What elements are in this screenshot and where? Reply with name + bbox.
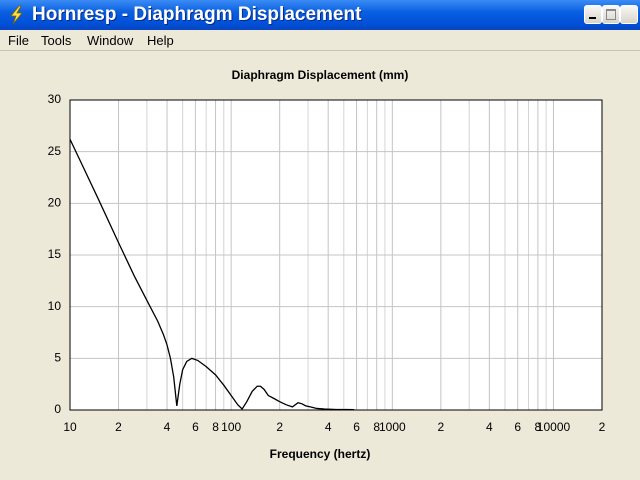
app-icon bbox=[10, 5, 23, 25]
y-tick-label: 25 bbox=[48, 144, 62, 158]
x-tick-label: 6 bbox=[353, 420, 360, 434]
x-tick-label: 6 bbox=[192, 420, 199, 434]
y-tick-label: 30 bbox=[48, 92, 62, 106]
y-tick-label: 5 bbox=[54, 351, 61, 365]
x-tick-label: 6 bbox=[514, 420, 521, 434]
x-tick-label: 8 bbox=[535, 420, 542, 434]
y-tick-label: 15 bbox=[48, 247, 62, 261]
x-tick-label: 2 bbox=[115, 420, 122, 434]
data-line bbox=[69, 138, 355, 411]
x-tick-label: 4 bbox=[325, 420, 332, 434]
y-tick-label: 10 bbox=[48, 299, 62, 313]
close-button[interactable] bbox=[620, 5, 638, 24]
menu-item[interactable]: File bbox=[8, 33, 29, 48]
minimize-button[interactable] bbox=[584, 5, 602, 24]
x-tick-label: 100 bbox=[221, 420, 241, 434]
menu-item[interactable]: Window bbox=[87, 33, 134, 48]
x-tick-label: 8 bbox=[373, 420, 380, 434]
x-tick-label: 8 bbox=[212, 420, 219, 434]
x-tick-label: 2 bbox=[276, 420, 283, 434]
x-tick-label: 1000 bbox=[379, 420, 406, 434]
x-tick-label: 10000 bbox=[537, 420, 571, 434]
title-bar: Hornresp - Diaphragm Displacement bbox=[0, 0, 640, 30]
chart: Diaphragm Displacement (mm) Frequency (h… bbox=[48, 68, 606, 461]
menu-item[interactable]: Help bbox=[147, 33, 174, 48]
y-tick-label: 20 bbox=[48, 196, 62, 210]
window-title: Hornresp - Diaphragm Displacement bbox=[32, 4, 362, 25]
x-tick-label: 10 bbox=[63, 420, 77, 434]
x-tick-label: 4 bbox=[164, 420, 171, 434]
menu-item[interactable]: Tools bbox=[41, 33, 72, 48]
x-axis-title: Frequency (hertz) bbox=[270, 447, 371, 461]
x-tick-label: 4 bbox=[486, 420, 493, 434]
x-tick-label: 2 bbox=[599, 420, 606, 434]
x-tick-label: 2 bbox=[437, 420, 444, 434]
y-tick-label: 0 bbox=[54, 402, 61, 416]
menu-bar: File Tools Window Help bbox=[0, 30, 640, 51]
chart-title: Diaphragm Displacement (mm) bbox=[232, 68, 409, 82]
maximize-button[interactable] bbox=[602, 5, 620, 24]
